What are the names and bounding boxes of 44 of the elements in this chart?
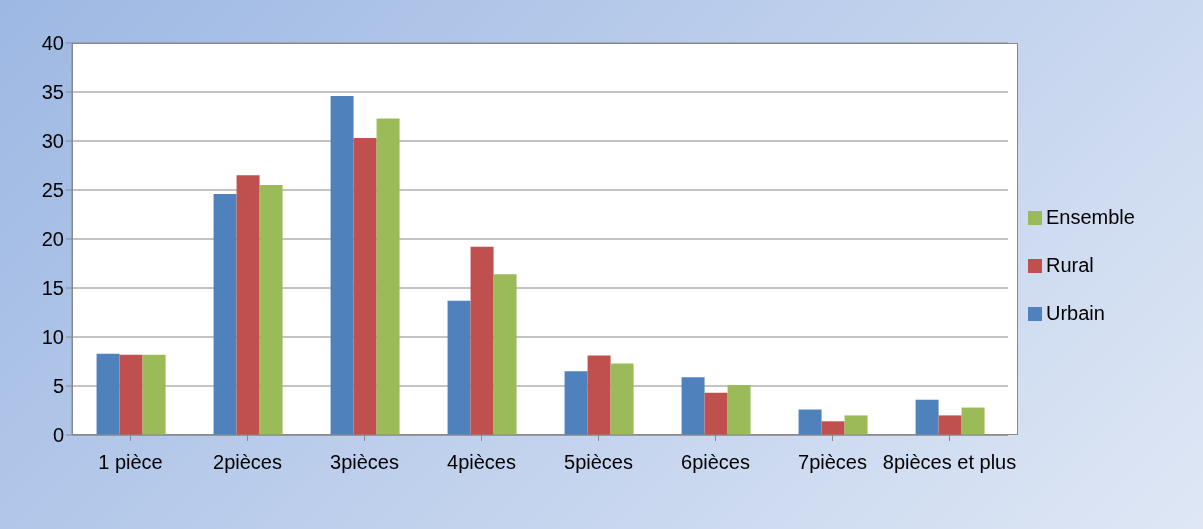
- y-tick-label: 15: [41, 277, 64, 300]
- y-tick-label: 20: [41, 228, 64, 251]
- bar: [142, 354, 166, 435]
- bar: [587, 355, 611, 435]
- y-tick-label: 5: [52, 375, 64, 398]
- y-tick-label: 0: [52, 424, 64, 447]
- legend-label: Rural: [1046, 253, 1094, 276]
- x-tick-label: 8pièces et plus: [882, 451, 1017, 474]
- x-tick-label: 5pièces: [564, 451, 633, 474]
- x-tick-label: 6pièces: [681, 451, 750, 474]
- bar: [610, 363, 634, 435]
- bar: [119, 354, 143, 435]
- bar: [447, 300, 471, 435]
- bar: [493, 274, 517, 435]
- bar: [470, 246, 494, 435]
- x-tick-label: 2pièces: [213, 451, 282, 474]
- bar: [704, 392, 728, 435]
- bar: [821, 421, 845, 435]
- bar: [96, 353, 120, 435]
- y-tick-label: 25: [41, 179, 64, 202]
- legend-label: Urbain: [1046, 301, 1105, 324]
- y-tick-label: 35: [41, 81, 64, 104]
- bar: [681, 377, 705, 435]
- bar: [798, 409, 822, 435]
- x-tick-label: 4pièces: [447, 451, 516, 474]
- x-tick-label: 7pièces: [798, 451, 867, 474]
- x-tick-label: 3pièces: [330, 451, 399, 474]
- bar: [376, 118, 400, 435]
- bar: [564, 371, 588, 435]
- bar: [961, 407, 985, 435]
- bar: [259, 185, 283, 435]
- y-tick-label: 10: [41, 326, 64, 349]
- bar: [844, 415, 868, 435]
- y-tick-label: 40: [41, 32, 64, 55]
- bar: [915, 399, 939, 435]
- legend-label: Ensemble: [1046, 205, 1135, 228]
- bar: [330, 95, 354, 435]
- bar: [727, 385, 751, 435]
- bar: [236, 175, 260, 435]
- y-tick-label: 30: [41, 130, 64, 153]
- bar: [938, 415, 962, 435]
- bar: [213, 193, 237, 435]
- bar: [353, 138, 377, 435]
- x-tick-label: 1 pièce: [98, 451, 163, 474]
